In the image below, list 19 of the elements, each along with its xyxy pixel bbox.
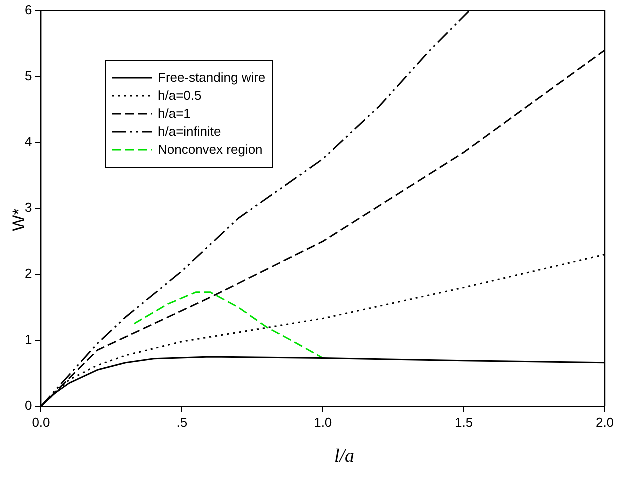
line-series [134,292,324,360]
x-tick-label: .5 [176,414,188,430]
y-tick-label: 0 [24,398,32,413]
y-tick-label: 6 [24,2,32,18]
y-tick-label: 5 [24,68,32,84]
legend-label: h/a=0.5 [158,87,202,105]
x-tick-label: 0.0 [32,414,50,430]
y-tick-label: 4 [24,134,32,150]
y-tick-label: 1 [24,332,32,348]
legend-label: Nonconvex region [158,141,263,159]
x-tick-label: 1.5 [455,414,474,430]
legend-label: h/a=infinite [158,123,222,141]
y-tick-label: 2 [24,266,32,282]
legend-label: Free-standing wire [158,69,266,87]
legend-label: h/a=1 [158,105,191,123]
y-tick-label: 3 [24,200,32,216]
x-axis-title: l/a [333,446,356,468]
x-tick-label: 1.0 [314,414,332,430]
x-tick-label: 2.0 [596,414,614,430]
